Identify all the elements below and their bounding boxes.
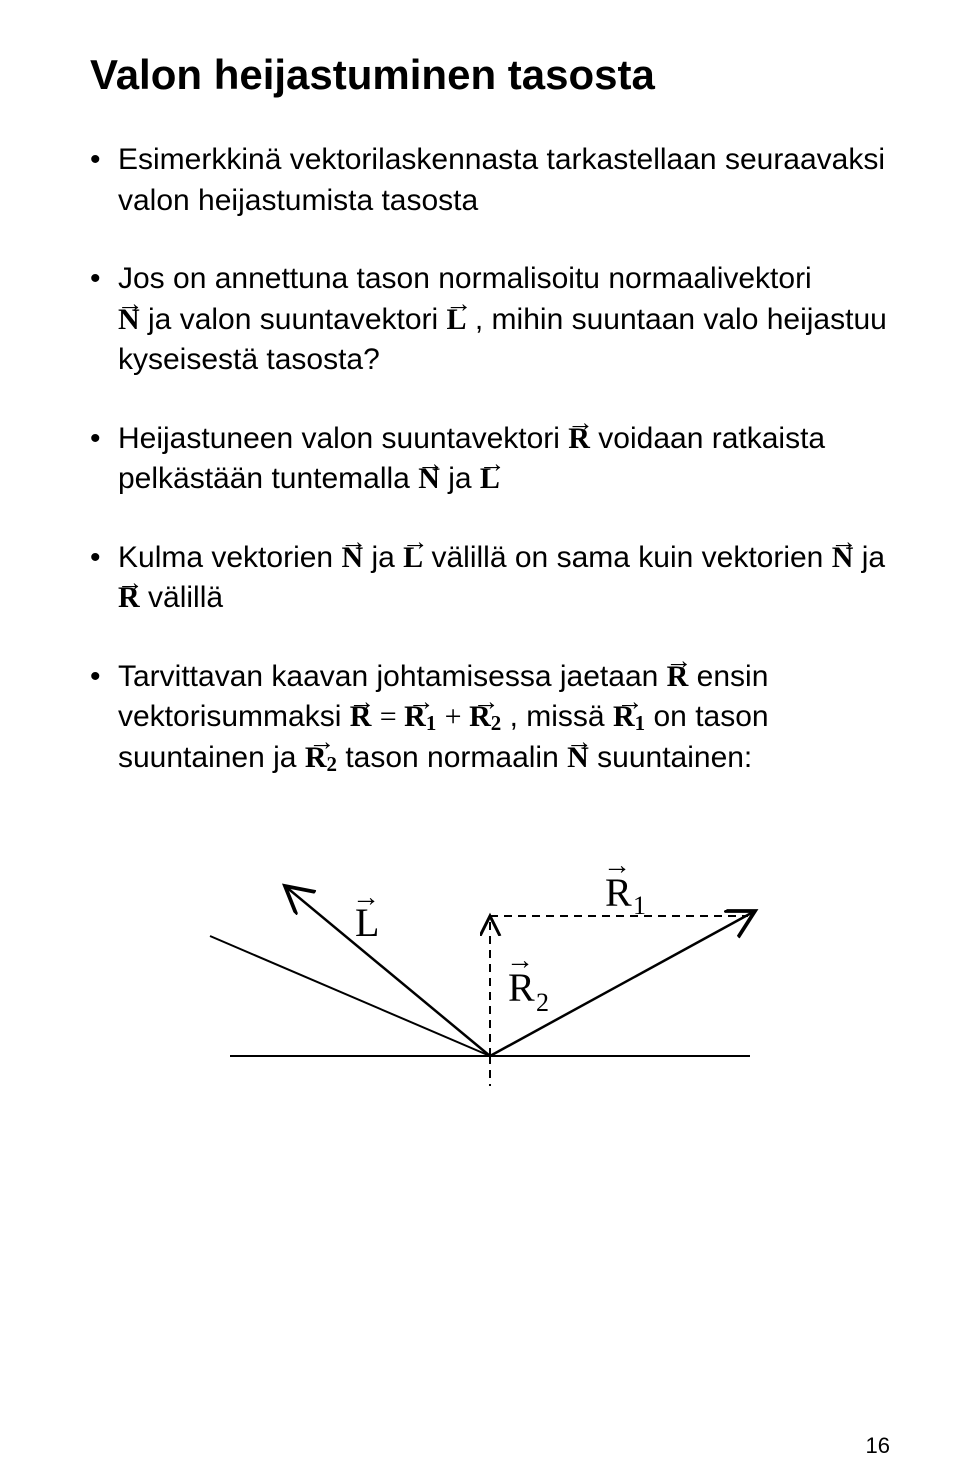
reflection-diagram: L → R 1 → R 2 → xyxy=(90,816,890,1121)
vector-R: →R xyxy=(667,662,689,692)
diagram-svg: L → R 1 → R 2 → xyxy=(190,816,790,1116)
vector-L: →L xyxy=(403,543,423,573)
page-number: 16 xyxy=(866,1433,890,1459)
vector-N: →N xyxy=(341,543,363,573)
bullet-item-4: Kulma vektorien →N ja →L välillä on sama… xyxy=(90,538,890,619)
vector-L: →L xyxy=(447,305,467,335)
plus-sign: + xyxy=(445,700,469,733)
vector-L: →L xyxy=(480,464,500,494)
vector-R: →R xyxy=(118,583,140,613)
bullet-item-2: Jos on annettuna tason normalisoitu norm… xyxy=(90,259,890,381)
bullet-text: välillä on sama kuin vektorien xyxy=(432,541,832,574)
vector-N: →N xyxy=(118,305,140,335)
page-title: Valon heijastuminen tasosta xyxy=(90,50,890,100)
vector-L-line xyxy=(285,886,490,1056)
bullet-text: Esimerkkinä vektorilaskennasta tarkastel… xyxy=(118,143,885,217)
vector-R: →R xyxy=(568,424,590,454)
bullet-text: suuntainen: xyxy=(597,741,752,774)
equals-sign: = xyxy=(380,700,404,733)
vector-N: →N xyxy=(832,543,854,573)
vector-R1: →R1 xyxy=(613,702,645,734)
bullet-list: Esimerkkinä vektorilaskennasta tarkastel… xyxy=(90,140,890,778)
bullet-item-5: Tarvittavan kaavan johtamisessa jaetaan … xyxy=(90,657,890,779)
label-R2-sub: 2 xyxy=(536,988,549,1017)
label-L-arrow: → xyxy=(352,882,380,913)
bullet-item-1: Esimerkkinä vektorilaskennasta tarkastel… xyxy=(90,140,890,221)
label-R1-arrow: → xyxy=(603,850,631,881)
bullet-text: , missä xyxy=(510,700,613,733)
page-container: Valon heijastuminen tasosta Esimerkkinä … xyxy=(0,0,960,1479)
bullet-item-3: Heijastuneen valon suuntavektori →R void… xyxy=(90,419,890,500)
bullet-text: ja xyxy=(371,541,403,574)
vector-R2: →R2 xyxy=(469,702,501,734)
vector-R: →R xyxy=(350,702,372,732)
vector-N: →N xyxy=(418,464,440,494)
label-R2-arrow: → xyxy=(506,945,534,976)
bullet-text: Tarvittavan kaavan johtamisessa jaetaan xyxy=(118,660,667,693)
bullet-text: välillä xyxy=(148,581,223,614)
bullet-text: Kulma vektorien xyxy=(118,541,341,574)
vector-R1: →R1 xyxy=(404,702,436,734)
bullet-text: ja xyxy=(862,541,885,574)
bullet-text: tason normaalin xyxy=(345,741,567,774)
label-R1-sub: 1 xyxy=(633,891,646,920)
bullet-text: ja valon suuntavektori xyxy=(148,303,447,336)
bullet-text: ja xyxy=(448,462,480,495)
incoming-surface-line xyxy=(210,936,490,1056)
vector-R2: →R2 xyxy=(305,743,337,775)
vector-N: →N xyxy=(567,743,589,773)
